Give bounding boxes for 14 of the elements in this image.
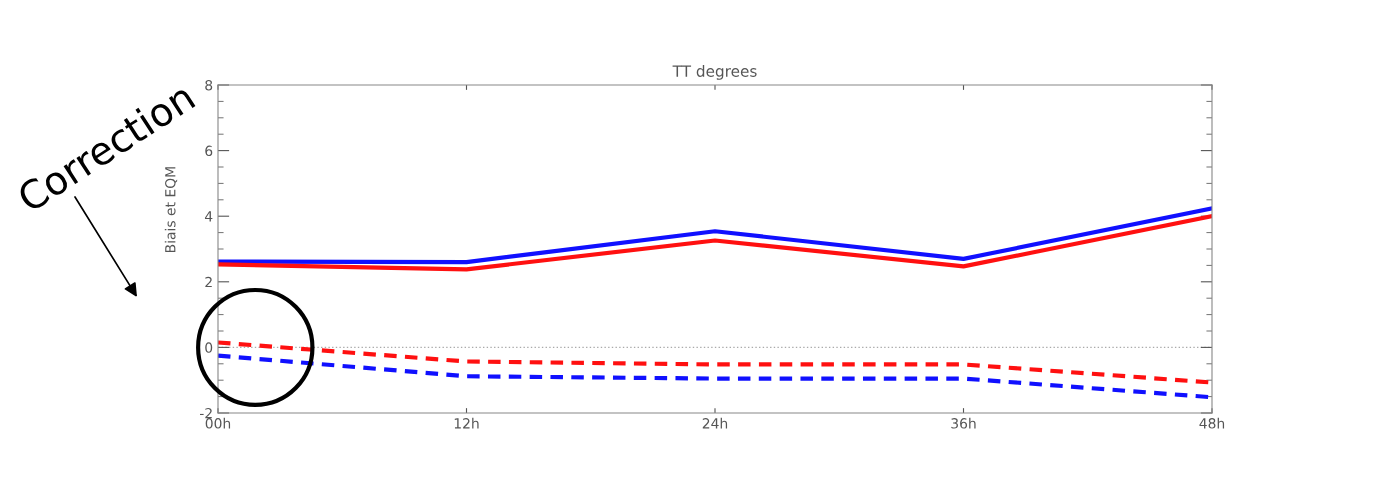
x-tick-label: 12h [454, 417, 479, 429]
y-tick-label: -2 [199, 407, 212, 419]
y-tick-label: 4 [204, 211, 213, 222]
chart-title: TT degrees [672, 65, 757, 80]
y-tick-label: 2 [205, 276, 212, 288]
line-series [218, 206, 1212, 265]
y-tick-label: 6 [205, 145, 213, 157]
x-tick-label: 24h [702, 417, 728, 429]
x-tick-label: 00h [205, 417, 231, 429]
y-tick-label: 8 [205, 79, 213, 91]
y-tick-label: 0 [205, 342, 213, 353]
x-tick-label: 48h [1199, 417, 1225, 429]
x-tick-label: 36h [951, 417, 976, 429]
line-series [218, 214, 1212, 272]
